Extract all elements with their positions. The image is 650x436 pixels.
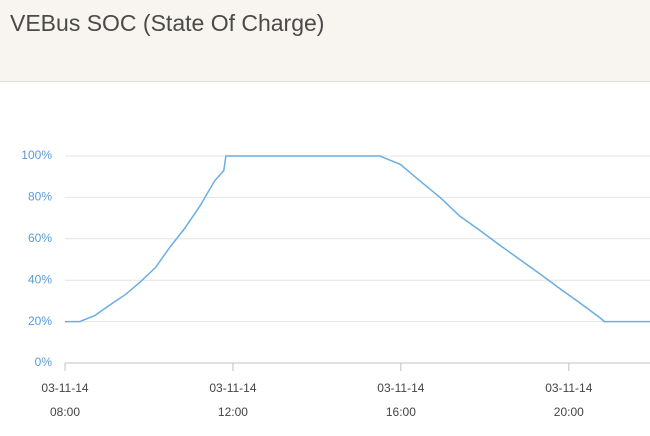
soc-line <box>65 155 650 323</box>
chart-title: VEBus SOC (State Of Charge) <box>10 10 325 36</box>
y-tick-label: 20% <box>28 314 52 328</box>
x-tick-label: 16:00 <box>386 405 416 419</box>
y-tick-label: 80% <box>28 190 52 204</box>
chart: 0% 20% 40% 60% 80% 100% 03-11-14 08:00 03-11-14 1… <box>21 148 650 419</box>
x-tick-label: 12:00 <box>218 405 248 419</box>
x-tick-label: 03-11-14 <box>209 381 256 395</box>
y-tick-label: 100% <box>21 148 52 162</box>
x-tick-label: 20:00 <box>554 405 584 419</box>
x-tick-label: 03-11-14 <box>377 381 424 395</box>
y-tick-label: 60% <box>28 231 52 245</box>
y-tick-label: 0% <box>35 355 53 369</box>
x-tick-label: 08:00 <box>50 405 80 419</box>
x-tick-label: 03-11-14 <box>545 381 592 395</box>
header: VEBus SOC (State Of Charge) <box>0 0 650 82</box>
x-tick-label: 03-11-14 <box>41 381 88 395</box>
y-tick-label: 40% <box>28 272 52 286</box>
